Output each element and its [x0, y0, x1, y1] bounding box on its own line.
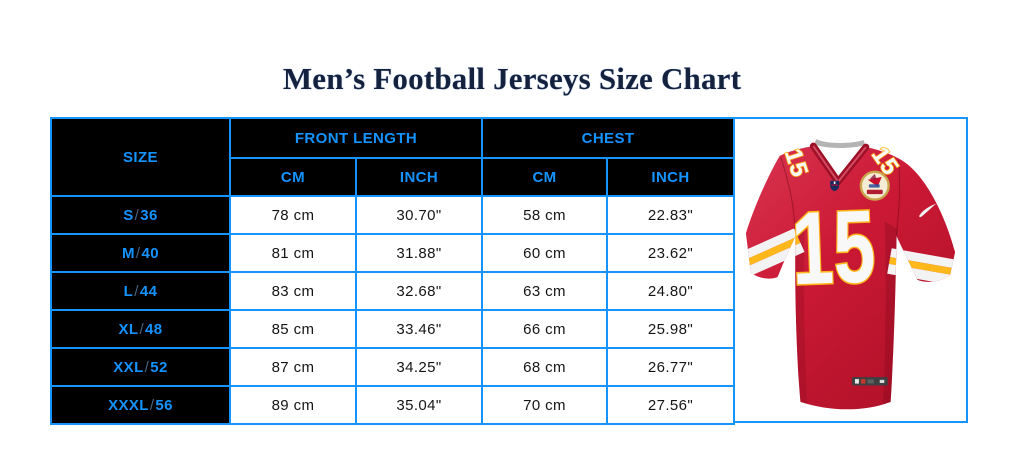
- table-row: M/40 81 cm 31.88" 60 cm 23.62": [50, 233, 736, 273]
- front-length-group-header: FRONT LENGTH: [228, 117, 484, 159]
- front-inch-header: INCH: [354, 157, 484, 197]
- chest-cm-value: 60 cm: [481, 233, 609, 273]
- size-label: XXXL/56: [50, 385, 231, 425]
- jersey-back-collar: [814, 139, 865, 148]
- chest-inch-value: 26.77": [606, 347, 736, 387]
- size-name: L: [123, 282, 134, 300]
- chest-cm-value: 68 cm: [481, 347, 609, 387]
- size-name: XL: [118, 320, 139, 338]
- header-row-units: CM INCH CM INCH: [51, 157, 736, 197]
- table-row: XL/48 85 cm 33.46" 66 cm 25.98": [50, 309, 736, 349]
- jersey-shading: [795, 229, 808, 407]
- page-title: Men’s Football Jerseys Size Chart: [282, 60, 742, 96]
- size-name: XXXL: [108, 396, 149, 414]
- front-length-cm-value: 87 cm: [229, 347, 357, 387]
- chiefs-patch-icon: [859, 170, 890, 201]
- chest-cm-value: 63 cm: [481, 271, 609, 311]
- chest-number: 15: [790, 188, 877, 306]
- front-length-inch-value: 33.46": [354, 309, 484, 349]
- chest-inch-value: 27.56": [606, 385, 736, 425]
- front-length-cm-value: 85 cm: [229, 309, 357, 349]
- table-row: L/44 83 cm 32.68" 63 cm 24.80": [50, 271, 736, 311]
- size-name: S: [123, 206, 134, 224]
- jersey-body: [745, 146, 956, 410]
- front-length-cm-value: 83 cm: [229, 271, 357, 311]
- jersey-photo-panel: 15 15 15: [735, 117, 968, 423]
- front-cm-header: CM: [229, 157, 357, 197]
- chest-cm-value: 70 cm: [481, 385, 609, 425]
- header-row-groups: SIZE FRONT LENGTH CHEST: [50, 117, 736, 197]
- front-length-cm-value: 89 cm: [229, 385, 357, 425]
- size-separator: /: [139, 320, 145, 338]
- chest-inch-value: 23.62": [606, 233, 736, 273]
- size-chart-table: SIZE FRONT LENGTH CHEST CM INCH CM INCH …: [50, 117, 736, 425]
- chest-inch-header: INCH: [606, 157, 736, 197]
- table-row: XXXL/56 89 cm 35.04" 70 cm 27.56": [50, 385, 736, 425]
- size-number: 52: [150, 358, 168, 376]
- size-number: 40: [141, 244, 159, 262]
- size-column-header: SIZE: [50, 117, 231, 197]
- chest-group-header: CHEST: [481, 117, 736, 159]
- front-length-inch-value: 30.70": [354, 195, 484, 235]
- size-label: L/44: [50, 271, 231, 311]
- chest-inch-value: 24.80": [606, 271, 736, 311]
- size-name: XXL: [113, 358, 144, 376]
- chest-cm-value: 66 cm: [481, 309, 609, 349]
- size-number: 48: [145, 320, 163, 338]
- size-separator: /: [149, 396, 155, 414]
- size-label: M/40: [50, 233, 231, 273]
- size-separator: /: [144, 358, 150, 376]
- table-row: S/36 78 cm 30.70" 58 cm 22.83": [50, 195, 736, 235]
- jersey-seam: [780, 156, 797, 236]
- size-separator: /: [134, 206, 140, 224]
- size-label: XXL/52: [50, 347, 231, 387]
- chest-inch-value: 22.83": [606, 195, 736, 235]
- size-label: XL/48: [50, 309, 231, 349]
- front-length-inch-value: 32.68": [354, 271, 484, 311]
- hem-tag: [851, 377, 888, 386]
- size-number: 56: [155, 396, 173, 414]
- front-length-inch-value: 34.25": [354, 347, 484, 387]
- nike-swoosh-icon: [919, 203, 937, 218]
- front-length-inch-value: 31.88": [354, 233, 484, 273]
- size-number: 44: [139, 282, 158, 300]
- size-chart-layout: SIZE FRONT LENGTH CHEST CM INCH CM INCH …: [50, 117, 968, 425]
- front-length-inch-value: 35.04": [354, 385, 484, 425]
- jersey-seam: [896, 159, 901, 236]
- size-separator: /: [135, 244, 141, 262]
- chest-cm-value: 58 cm: [481, 195, 609, 235]
- chest-cm-header: CM: [481, 157, 609, 197]
- size-name: M: [122, 244, 135, 262]
- nfl-shield-icon: [830, 180, 840, 192]
- size-label: S/36: [50, 195, 231, 235]
- size-separator: /: [134, 282, 139, 300]
- chest-inch-value: 25.98": [606, 309, 736, 349]
- front-length-cm-value: 81 cm: [229, 233, 357, 273]
- jersey-image: 15 15 15: [745, 139, 956, 410]
- left-sleeve-stripes: [745, 228, 805, 287]
- front-length-cm-value: 78 cm: [229, 195, 357, 235]
- table-row: XXL/52 87 cm 34.25" 68 cm 26.77": [50, 347, 736, 387]
- size-number: 36: [140, 206, 158, 224]
